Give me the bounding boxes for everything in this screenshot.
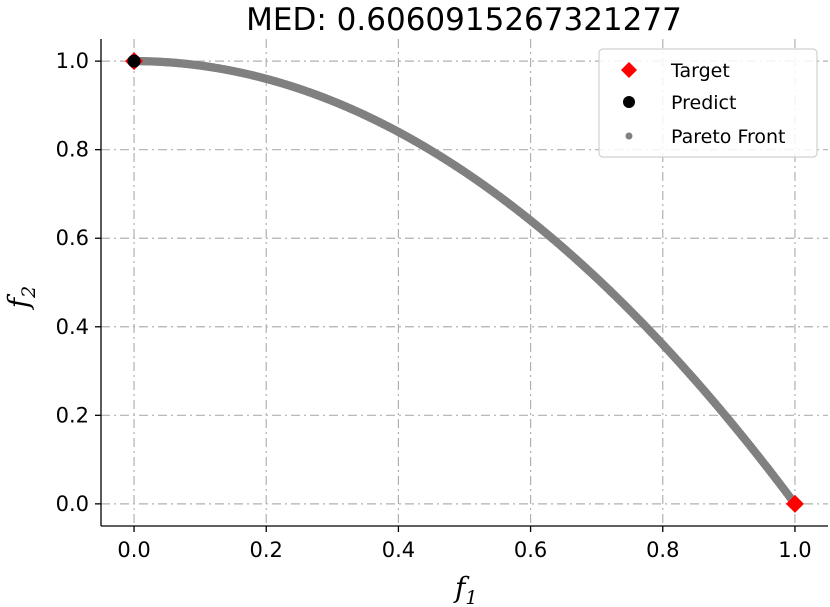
y-tick-label: 0.4 bbox=[56, 315, 89, 339]
legend: Target Predict Pareto Front bbox=[598, 48, 818, 158]
predict-point bbox=[127, 54, 141, 68]
legend-box bbox=[598, 48, 818, 158]
y-tick-label: 0.6 bbox=[56, 226, 89, 250]
legend-pareto-marker bbox=[625, 132, 633, 140]
legend-label: Target bbox=[670, 60, 730, 82]
chart-title: MED: 0.6060915267321277 bbox=[246, 2, 682, 38]
x-tick-label: 0.4 bbox=[382, 538, 415, 562]
legend-target-marker bbox=[621, 62, 637, 78]
grid-lines bbox=[101, 39, 828, 526]
legend-predict-marker bbox=[623, 96, 635, 108]
y-axis-label: f2 bbox=[2, 286, 40, 310]
y-tick-label: 0.8 bbox=[56, 138, 89, 162]
y-tick-label: 0.2 bbox=[56, 403, 89, 427]
pareto-front-layer bbox=[129, 56, 800, 509]
points-layer bbox=[125, 52, 804, 513]
svg-text:f2: f2 bbox=[2, 286, 40, 310]
target-point bbox=[785, 494, 804, 513]
x-tick-label: 0.2 bbox=[250, 538, 283, 562]
legend-label: Predict bbox=[671, 92, 736, 114]
axes bbox=[100, 39, 828, 527]
ticks: 0.0 0.2 0.4 0.6 0.8 1.0 0.0 0.2 0.4 0.6 0.8 1.0 bbox=[56, 49, 812, 562]
x-tick-label: 1.0 bbox=[778, 538, 811, 562]
x-tick-label: 0.0 bbox=[117, 538, 150, 562]
y-tick-label: 0.0 bbox=[56, 492, 89, 516]
legend-label: Pareto Front bbox=[671, 126, 786, 148]
x-tick-label: 0.6 bbox=[514, 538, 547, 562]
y-tick-label: 1.0 bbox=[56, 49, 89, 73]
x-axis-label: f1 bbox=[453, 571, 477, 607]
x-tick-label: 0.8 bbox=[646, 538, 679, 562]
